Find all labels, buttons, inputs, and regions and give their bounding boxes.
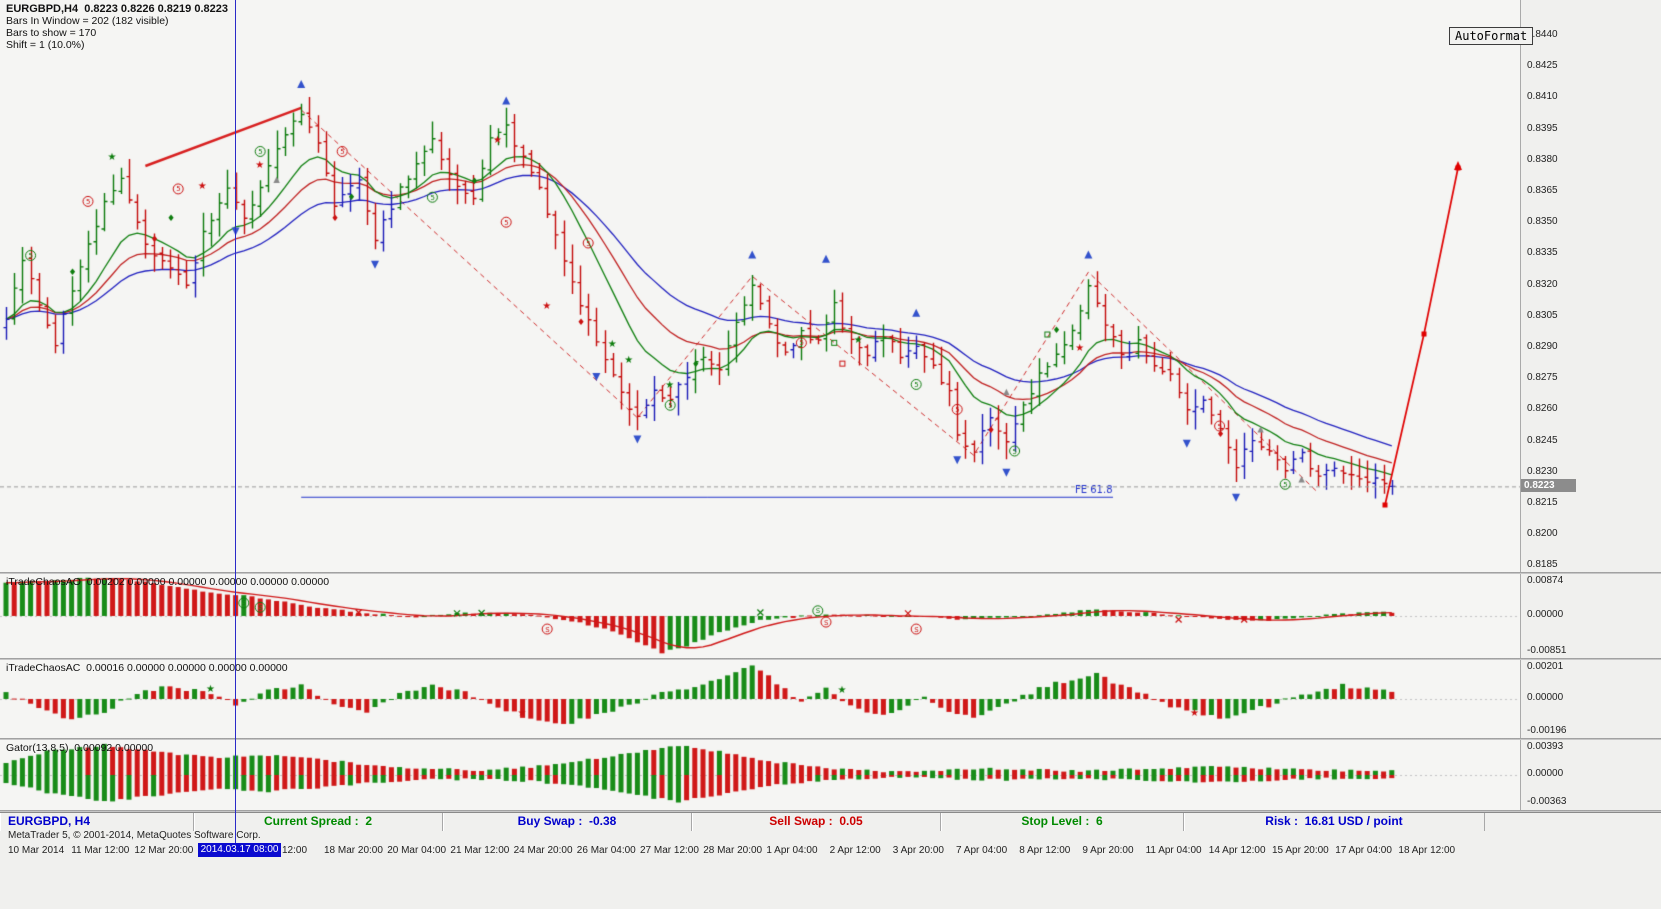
gator-axis-label: 0.00393 [1527,741,1564,752]
price-axis-label: 0.8380 [1527,153,1558,165]
time-axis-label: 7 Apr 04:00 [956,845,1008,856]
time-axis-label: 28 Mar 20:00 [703,845,763,856]
ac-panel-header: iTradeChaosAC 0.00016 0.00000 0.00000 0.… [6,662,288,674]
status-item-buy-swap: Buy Swap : -0.38 [443,813,692,831]
ac-indicator-canvas[interactable] [0,660,1520,738]
status-value: -0.38 [582,814,617,828]
ao-axis-label: -0.00851 [1527,645,1567,656]
time-axis-label: 21 Mar 12:00 [450,845,510,856]
price-axis-label: 0.8260 [1527,403,1558,415]
price-axis-label: 0.8230 [1527,465,1558,477]
price-axis-label: 0.8365 [1527,185,1558,196]
ao-axis-label: 0.00000 [1527,609,1564,620]
ao-panel-header: iTradeChaosAO 0.00202 0.00000 0.00000 0.… [6,576,330,588]
time-axis-label: 24 Mar 20:00 [513,845,573,856]
status-item-risk: Risk : 16.81 USD / point [1184,813,1485,831]
ao-axis-label: 0.00874 [1527,575,1564,586]
selected-time-highlight: 2014.03.17 08:00 [197,843,282,857]
time-axis-label: 11 Mar 12:00 [71,845,130,856]
time-axis-label: 2 Apr 12:00 [829,845,881,856]
panel-separator[interactable] [0,810,1661,812]
copyright-text: MetaTrader 5, © 2001-2014, MetaQuotes So… [8,830,261,841]
time-axis-label: 12:00 [282,845,308,856]
time-axis-label: 12 Mar 20:00 [134,845,194,856]
ac-axis-label: 0.00201 [1527,661,1564,672]
status-item-stop-level: Stop Level : 6 [941,813,1184,831]
price-axis-label: 0.8350 [1527,216,1558,228]
status-value: 6 [1089,814,1103,828]
chart-header-info: EURGBPD,H4 0.8223 0.8226 0.8219 0.8223 B… [6,3,228,51]
price-axis-label: 0.8320 [1527,278,1558,290]
time-axis-label: 11 Apr 04:00 [1145,845,1202,856]
status-label: EURGBPD, H4 [8,814,91,828]
selected-time-vertical-line [235,0,236,843]
bars-in-window-readout: Bars In Window = 202 (182 visible) [6,15,169,27]
bars-to-show-readout: Bars to show = 170 [6,27,97,39]
time-axis-label: 26 Mar 04:00 [576,845,636,856]
price-axis-label: 0.8440 [1527,29,1558,40]
status-item-sell-swap: Sell Swap : 0.05 [692,813,941,831]
status-value: 2 [358,814,373,828]
time-axis-label: 14 Apr 12:00 [1208,845,1266,856]
status-label: Current Spread : [263,814,359,828]
price-axis-label: 0.8290 [1527,341,1558,352]
status-label: Sell Swap : [769,814,833,828]
price-axis-label: 0.8185 [1527,559,1558,571]
shift-readout: Shift = 1 (10.0%) [6,39,85,51]
price-axis-label: 0.8395 [1527,122,1558,134]
price-axis-label: 0.8215 [1527,497,1558,508]
price-axis-label: 0.8335 [1527,247,1558,259]
time-axis-label: 17 Apr 04:00 [1335,845,1392,856]
panel-separator[interactable] [0,658,1661,660]
status-item-eurgbpd-h4: EURGBPD, H4 [0,813,194,831]
time-axis-label: 1 Apr 04:00 [766,845,818,856]
price-axis-label: 0.8305 [1527,309,1558,321]
ohlc-readout: EURGBPD,H4 0.8223 0.8226 0.8219 0.8223 [6,3,228,15]
gator-axis-label: 0.00000 [1527,768,1564,779]
time-axis-label: 20 Mar 04:00 [387,845,447,856]
time-axis-label: 27 Mar 12:00 [640,845,699,856]
time-axis-label: 9 Apr 20:00 [1082,845,1134,856]
ao-indicator-canvas[interactable] [0,574,1520,658]
status-value: 0.05 [832,814,863,828]
time-axis-label: 15 Apr 20:00 [1272,845,1329,856]
time-axis-label: 3 Apr 20:00 [892,845,944,856]
ac-axis-label: 0.00000 [1527,692,1564,703]
panel-separator[interactable] [0,572,1661,574]
ac-axis-label: -0.00196 [1527,725,1567,736]
time-axis-label: 10 Mar 2014 [8,845,65,856]
main-price-chart-canvas[interactable] [0,0,1520,572]
time-axis-label: 8 Apr 12:00 [1019,845,1071,856]
gator-indicator-canvas[interactable] [0,740,1520,810]
price-axis-label: 0.8245 [1527,434,1558,446]
price-axis-label: 0.8425 [1527,60,1558,72]
current-price-badge: 0.8223 [1521,479,1576,493]
status-label: Risk : [1265,814,1298,828]
status-item-current-spread: Current Spread : 2 [194,813,443,831]
time-axis-label: 18 Mar 20:00 [324,845,383,856]
gator-panel-header: Gator(13,8,5) 0.00092 0.00000 [6,742,154,754]
status-value: 16.81 USD / point [1297,814,1403,828]
autoformat-button[interactable]: AutoFormat [1449,27,1534,45]
gator-axis-label: -0.00363 [1527,796,1567,807]
price-axis-label: 0.8275 [1527,372,1558,384]
price-axis-label: 0.8410 [1527,91,1558,103]
price-axis-label: 0.8200 [1527,528,1558,540]
time-axis-label: 18 Apr 12:00 [1398,845,1456,856]
panel-separator[interactable] [0,738,1661,740]
status-label: Buy Swap : [517,814,583,828]
price-axis-border [1520,0,1521,810]
status-bar: EURGBPD, H4 Current Spread : 2 Buy Swap : … [0,812,1661,831]
time-axis[interactable]: 10 Mar 2014 11 Mar 12:00 12 Mar 20:00 2014.… [0,843,1661,909]
status-label: Stop Level : [1021,814,1090,828]
